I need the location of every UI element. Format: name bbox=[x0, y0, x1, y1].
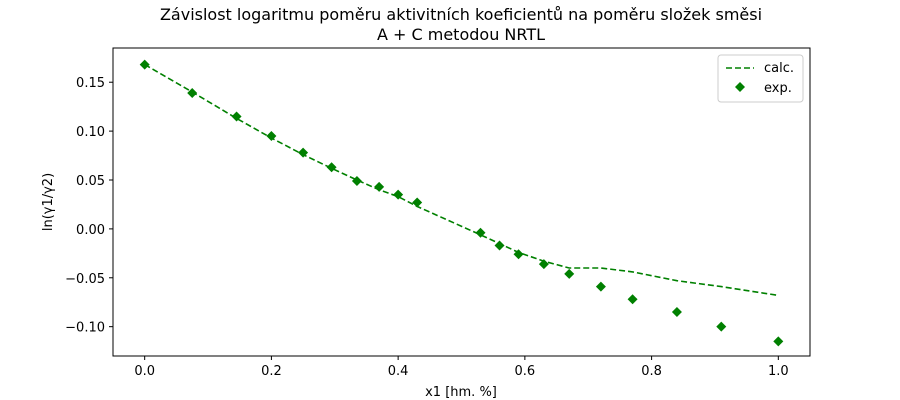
exp-data-point bbox=[351, 175, 362, 186]
exp-data-point bbox=[595, 281, 606, 292]
exp-data-point bbox=[374, 181, 385, 192]
chart-title-line-1: Závislost logaritmu poměru aktivitních k… bbox=[160, 5, 762, 24]
exp-data-point bbox=[564, 268, 575, 279]
exp-data-point bbox=[412, 197, 423, 208]
y-tick-label: 0.10 bbox=[76, 125, 105, 140]
exp-data-point bbox=[266, 131, 277, 141]
exp-data-point bbox=[187, 87, 198, 98]
legend-calc-label: calc. bbox=[764, 61, 794, 76]
calc-series-line bbox=[144, 63, 779, 297]
exp-data-point bbox=[513, 249, 524, 260]
y-tick-label: 0.00 bbox=[76, 223, 105, 238]
exp-data-point bbox=[231, 111, 242, 122]
y-tick-label: 0.05 bbox=[76, 174, 105, 189]
x-tick-label: 0.0 bbox=[134, 364, 155, 379]
legend-exp-label: exp. bbox=[764, 81, 792, 96]
legend: calc. exp. bbox=[717, 54, 804, 103]
exp-data-point bbox=[494, 240, 505, 251]
exp-data-point bbox=[326, 162, 337, 173]
y-axis-label: ln(γ1/γ2) bbox=[41, 173, 56, 231]
chart-title-line-2: A + C metodou NRTL bbox=[377, 25, 545, 44]
y-tick-label: 0.15 bbox=[76, 76, 105, 91]
x-tick-label: 0.6 bbox=[515, 364, 536, 379]
exp-data-point bbox=[671, 307, 682, 317]
exp-data-point bbox=[716, 321, 727, 332]
x-tick-label: 0.8 bbox=[641, 364, 662, 379]
x-axis-label: x1 [hm. %] bbox=[425, 385, 497, 400]
x-tick-label: 0.2 bbox=[261, 364, 282, 379]
exp-data-point bbox=[139, 59, 150, 70]
exp-data-point bbox=[393, 189, 404, 200]
exp-data-point bbox=[538, 259, 549, 270]
y-tick-label: −0.10 bbox=[65, 321, 105, 336]
y-tick-label: −0.05 bbox=[65, 272, 105, 287]
x-tick-label: 1.0 bbox=[768, 364, 789, 379]
exp-data-point bbox=[627, 294, 638, 305]
legend-exp-swatch bbox=[735, 82, 745, 92]
exp-data-point bbox=[475, 227, 486, 238]
exp-data-point bbox=[773, 336, 784, 347]
x-tick-label: 0.4 bbox=[388, 364, 409, 379]
plot-area-frame bbox=[112, 47, 811, 357]
exp-data-point bbox=[298, 147, 309, 158]
